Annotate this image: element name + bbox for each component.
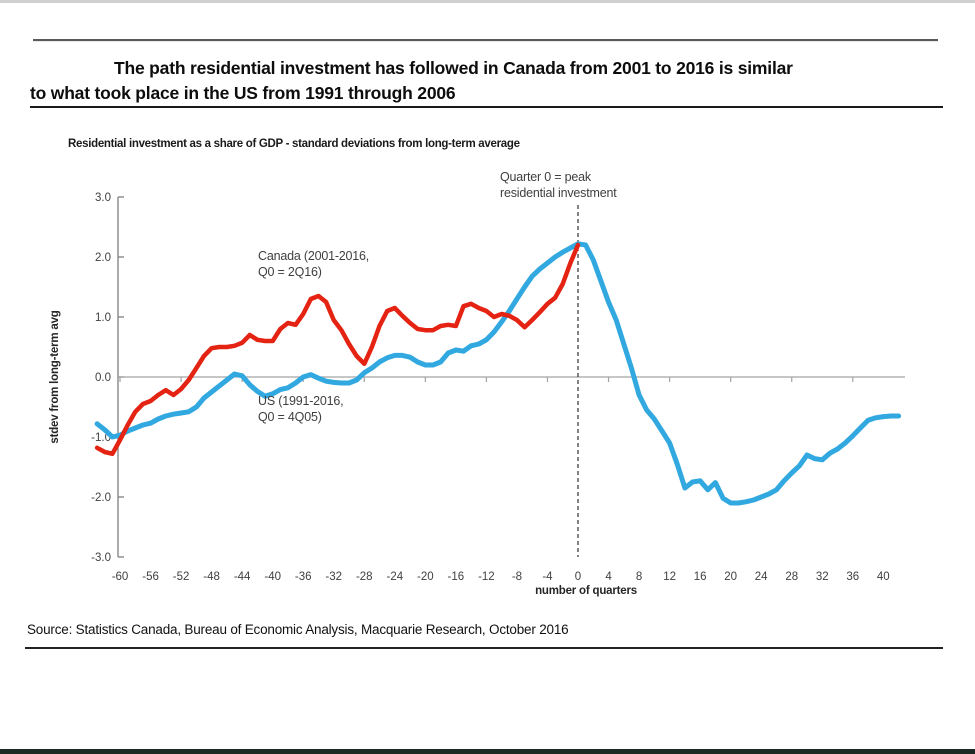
peak-annotation-line2: residential investment — [500, 185, 617, 200]
top-rule — [33, 39, 938, 42]
x-tick-label: -16 — [448, 571, 465, 583]
y-tick-label: 0.0 — [95, 372, 111, 384]
source-rule — [25, 647, 943, 649]
series-line-canada — [94, 242, 581, 457]
x-tick-label: 20 — [724, 571, 737, 583]
x-tick-label: -44 — [234, 571, 251, 583]
x-axis-title: number of quarters — [535, 585, 637, 597]
x-tick-label: -56 — [142, 571, 159, 583]
x-tick-label: 36 — [846, 571, 859, 583]
y-tick-label: 3.0 — [95, 192, 111, 204]
y-tick-label: -2.0 — [91, 492, 111, 504]
x-tick-label: 32 — [816, 571, 829, 583]
bottom-edge-bar — [0, 749, 975, 754]
canada-series-label-line1: Canada (2001-2016, — [258, 249, 370, 263]
title-rule — [30, 106, 943, 108]
peak-annotation: Quarter 0 = peak residential investment — [500, 170, 617, 201]
page-title: The path residential investment has foll… — [30, 56, 942, 106]
x-tick-label: -60 — [112, 571, 129, 583]
chart-subtitle: Residential investment as a share of GDP… — [68, 138, 520, 150]
peak-annotation-line1: Quarter 0 = peak — [500, 170, 591, 184]
x-tick-label: 4 — [605, 571, 612, 583]
x-tick-label: -48 — [203, 571, 220, 583]
y-tick-label: 2.0 — [95, 252, 111, 264]
x-tick-label: 12 — [663, 571, 676, 583]
x-tick-label: 28 — [785, 571, 798, 583]
y-axis-title: stdev from long-term avg — [49, 310, 61, 444]
x-tick-label: -32 — [325, 571, 342, 583]
page-title-line1: The path residential investment has foll… — [114, 58, 793, 78]
y-tick-label: 1.0 — [95, 312, 111, 324]
x-tick-label: 40 — [877, 571, 890, 583]
x-tick-label: 0 — [575, 571, 581, 583]
us-series-label: US (1991-2016, Q0 = 4Q05) — [258, 394, 344, 425]
source-text: Source: Statistics Canada, Bureau of Eco… — [27, 622, 569, 637]
x-tick-label: -8 — [512, 571, 522, 583]
x-tick-label: 8 — [636, 571, 642, 583]
x-tick-label: -20 — [417, 571, 434, 583]
series-line-us — [94, 241, 902, 506]
x-tick-label: -52 — [173, 571, 190, 583]
us-series-label-line2: Q0 = 4Q05) — [258, 409, 322, 424]
y-tick-label: -1.0 — [91, 432, 111, 444]
x-tick-label: -12 — [478, 571, 495, 583]
canada-series-label-line2: Q0 = 2Q16) — [258, 264, 322, 279]
x-tick-label: -24 — [386, 571, 403, 583]
page-title-line2: to what took place in the US from 1991 t… — [30, 83, 456, 103]
x-tick-label: -40 — [264, 571, 281, 583]
x-tick-label: -28 — [356, 571, 373, 583]
window-top-strip — [0, 0, 975, 3]
x-tick-label: 16 — [694, 571, 707, 583]
x-tick-label: 24 — [755, 571, 768, 583]
x-tick-label: -36 — [295, 571, 312, 583]
y-tick-label: -3.0 — [91, 552, 111, 564]
x-tick-label: -4 — [542, 571, 553, 583]
us-series-label-line1: US (1991-2016, — [258, 394, 344, 408]
canada-series-label: Canada (2001-2016, Q0 = 2Q16) — [258, 249, 369, 280]
